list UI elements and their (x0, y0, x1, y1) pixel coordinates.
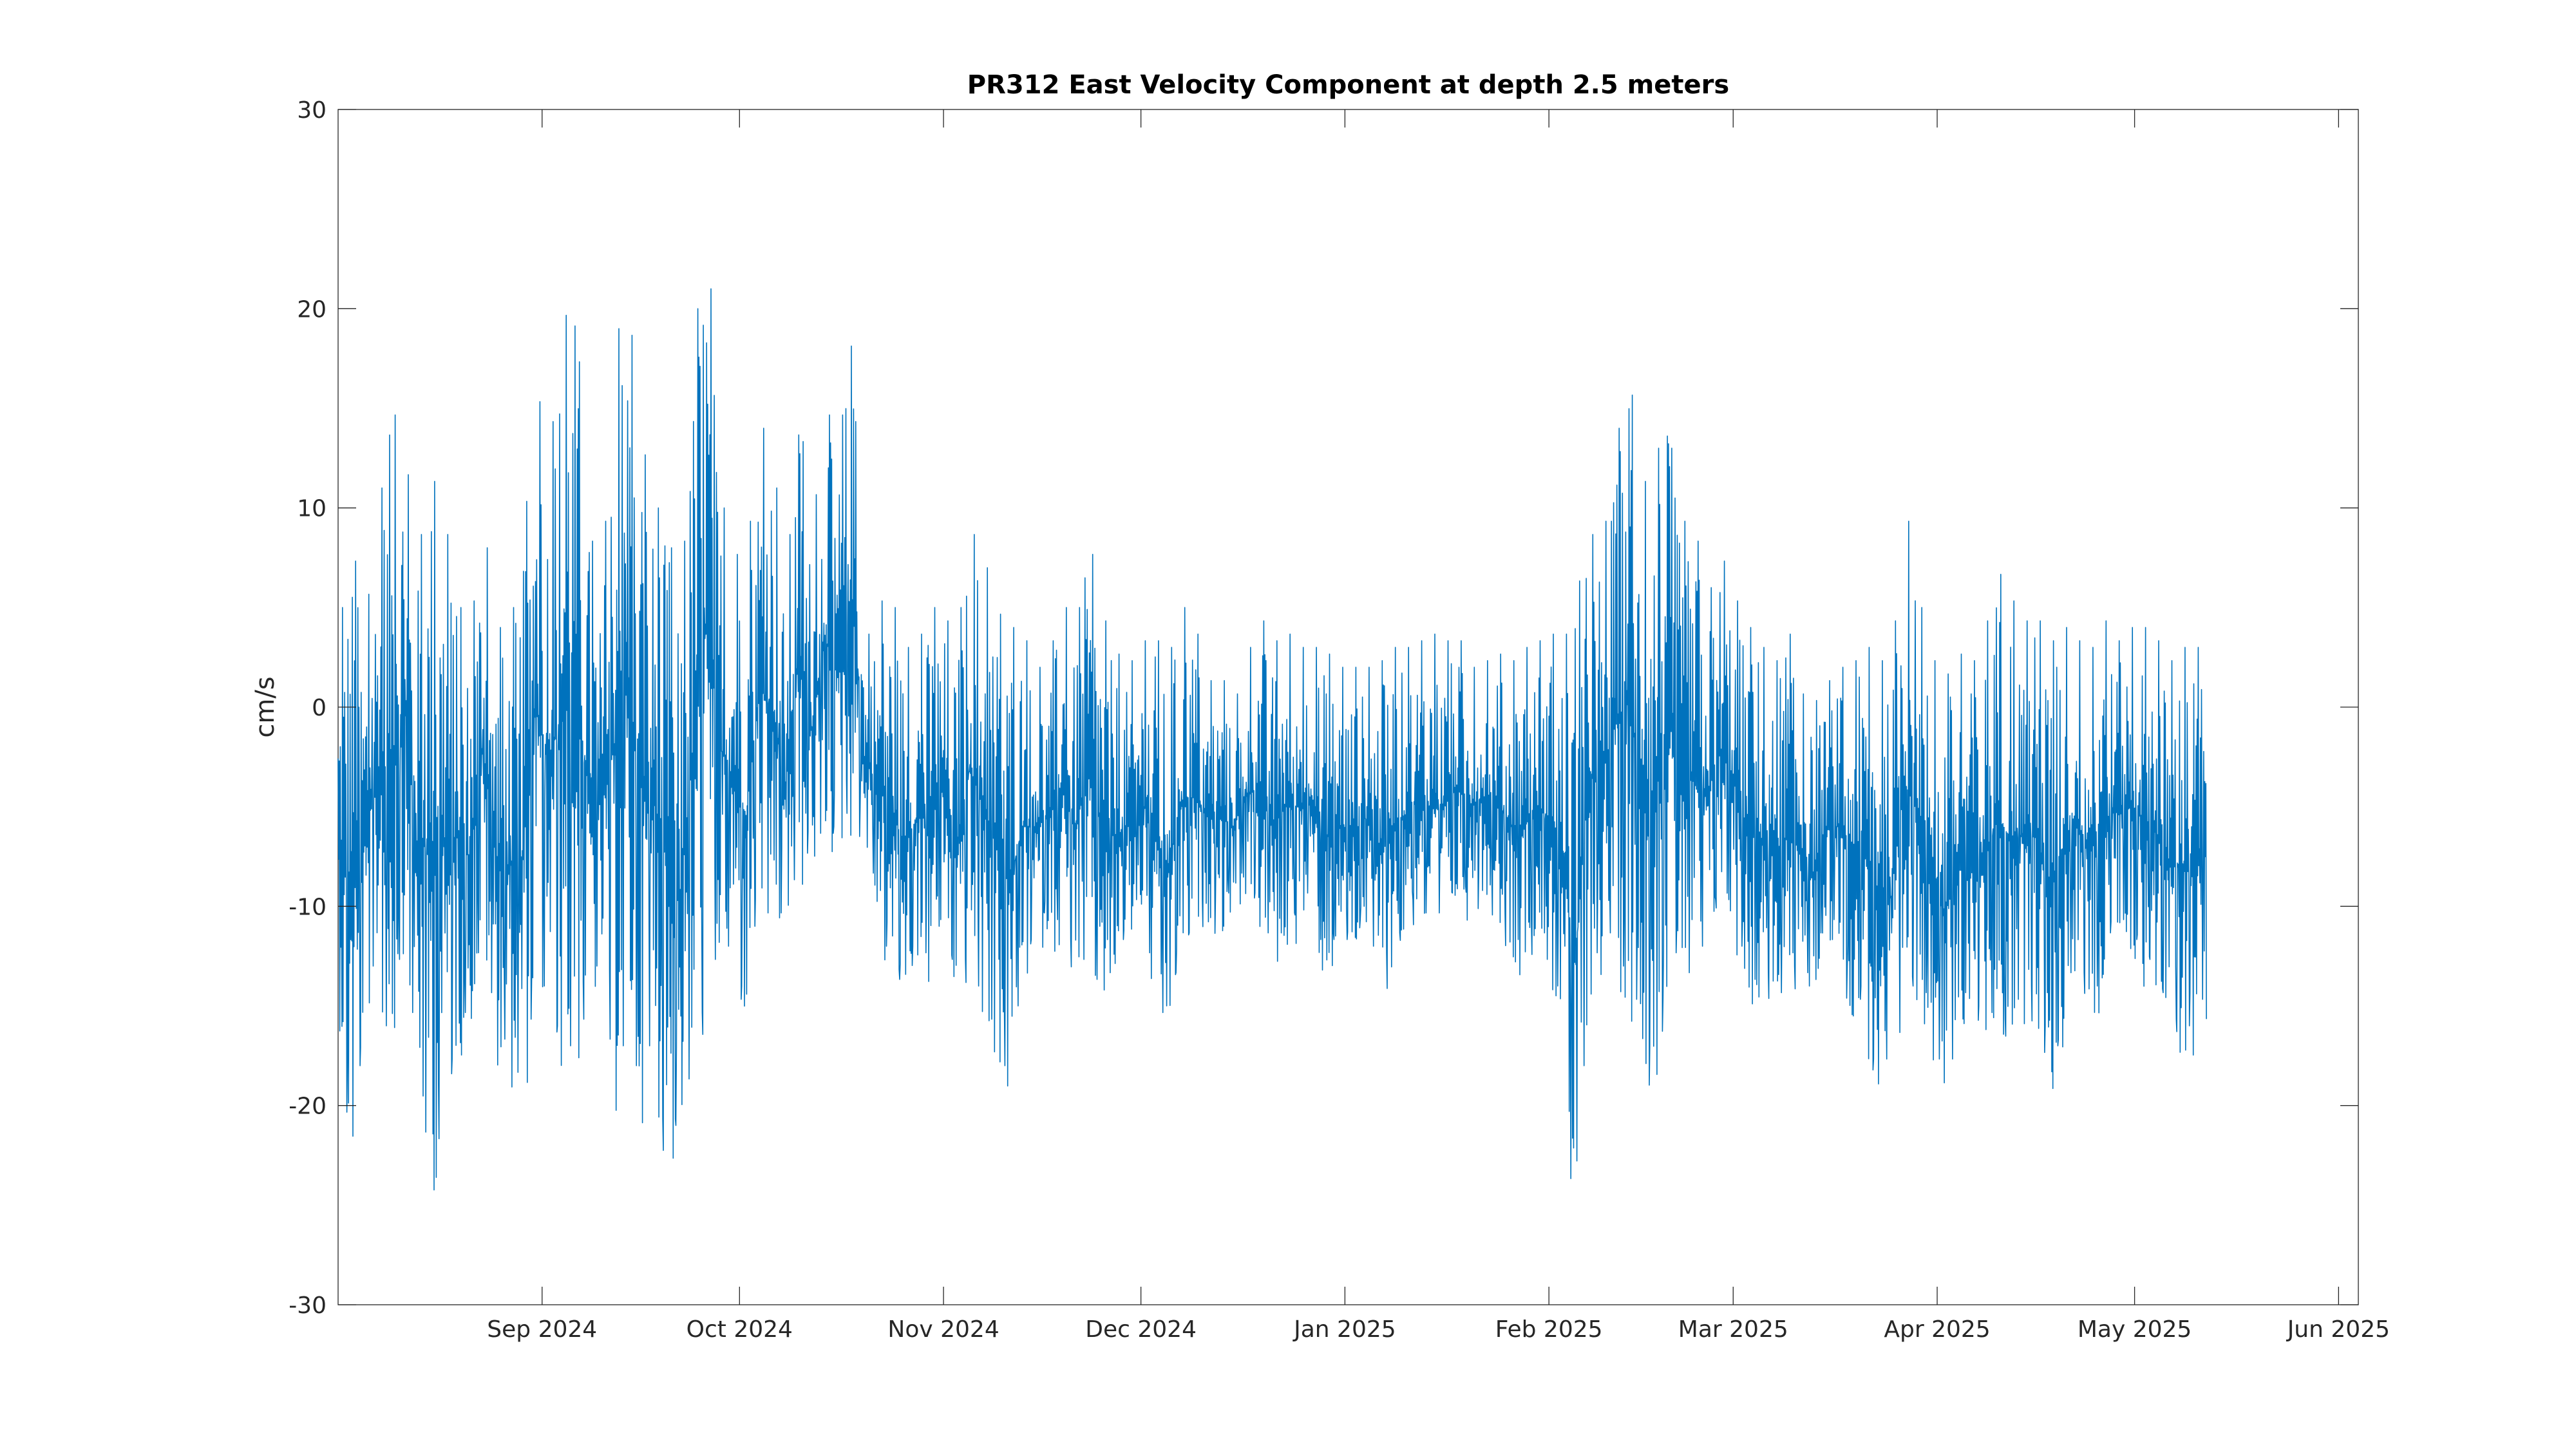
y-tick-label: -30 (289, 1293, 327, 1319)
x-axis: Sep 2024 Oct 2024 Nov 2024 Dec 2024 Jan 2025… (487, 109, 2390, 1343)
x-tick-label: Nov 2024 (887, 1316, 999, 1343)
series-layer (337, 288, 2207, 1191)
x-tick-label: Jan 2025 (1293, 1316, 1396, 1343)
series-line (337, 288, 2207, 1191)
y-tick-label: -10 (289, 894, 327, 920)
y-tick-label: -20 (289, 1094, 327, 1120)
x-tick-label: Dec 2024 (1085, 1316, 1197, 1343)
y-tick-label: 20 (297, 296, 327, 323)
x-tick-label: Mar 2025 (1678, 1316, 1788, 1343)
y-axis: -30 -20 -10 0 10 20 30 (289, 97, 2358, 1319)
x-tick-label: Sep 2024 (487, 1316, 597, 1343)
plot-area (337, 109, 2359, 1305)
x-tick-label: Oct 2024 (687, 1316, 793, 1343)
x-tick-label: Jun 2025 (2286, 1316, 2390, 1343)
chart-title: PR312 East Velocity Component at depth 2… (967, 70, 1729, 100)
x-tick-label: Apr 2025 (1884, 1316, 1990, 1343)
y-tick-label: 0 (312, 695, 327, 721)
y-tick-label: 10 (297, 496, 327, 522)
y-axis-label: cm/s (251, 676, 280, 737)
y-tick-label: 30 (297, 97, 327, 124)
x-tick-label: May 2025 (2078, 1316, 2192, 1343)
x-tick-label: Feb 2025 (1495, 1316, 1603, 1343)
